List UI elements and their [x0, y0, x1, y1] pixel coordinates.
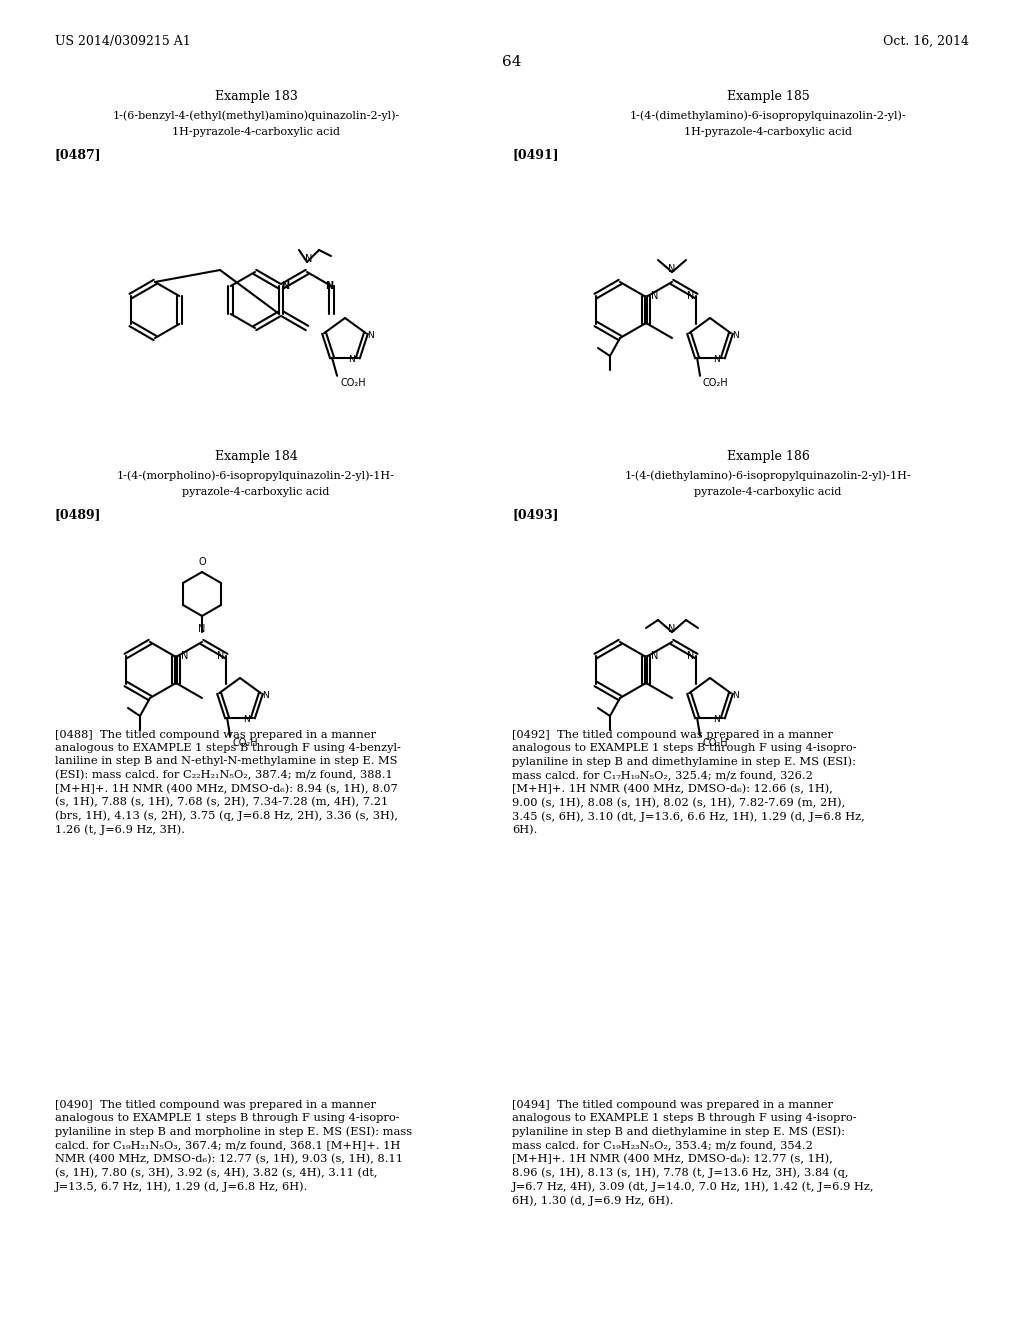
Text: N: N [262, 690, 268, 700]
Text: N: N [687, 290, 694, 301]
Text: 1H-pyrazole-4-carboxylic acid: 1H-pyrazole-4-carboxylic acid [172, 127, 340, 137]
Text: [0491]: [0491] [512, 148, 559, 161]
Text: 1H-pyrazole-4-carboxylic acid: 1H-pyrazole-4-carboxylic acid [684, 127, 852, 137]
Text: [0488]  The titled compound was prepared in a manner
analogous to EXAMPLE 1 step: [0488] The titled compound was prepared … [55, 730, 400, 836]
Text: [0490]  The titled compound was prepared in a manner
analogous to EXAMPLE 1 step: [0490] The titled compound was prepared … [55, 1100, 412, 1192]
Text: 1-(4-(morpholino)-6-isopropylquinazolin-2-yl)-1H-: 1-(4-(morpholino)-6-isopropylquinazolin-… [117, 470, 395, 480]
Text: CO₂H: CO₂H [340, 378, 366, 388]
Text: pyrazole-4-carboxylic acid: pyrazole-4-carboxylic acid [694, 487, 842, 498]
Text: O: O [199, 557, 206, 568]
Text: CO₂H: CO₂H [232, 738, 258, 748]
Text: N: N [732, 331, 738, 339]
Text: 1-(4-(dimethylamino)-6-isopropylquinazolin-2-yl)-: 1-(4-(dimethylamino)-6-isopropylquinazol… [630, 110, 906, 120]
Text: N: N [732, 690, 738, 700]
Text: N: N [243, 715, 250, 725]
Text: N: N [199, 624, 206, 634]
Text: [0489]: [0489] [55, 508, 101, 521]
Text: Example 183: Example 183 [215, 90, 297, 103]
Text: pyrazole-4-carboxylic acid: pyrazole-4-carboxylic acid [182, 487, 330, 498]
Text: N: N [650, 290, 658, 301]
Text: 1-(6-benzyl-4-(ethyl(methyl)amino)quinazolin-2-yl)-: 1-(6-benzyl-4-(ethyl(methyl)amino)quinaz… [113, 110, 399, 120]
Text: 1-(4-(diethylamino)-6-isopropylquinazolin-2-yl)-1H-: 1-(4-(diethylamino)-6-isopropylquinazoli… [625, 470, 911, 480]
Text: CO₂H: CO₂H [702, 738, 728, 748]
Text: [0493]: [0493] [512, 508, 558, 521]
Text: N: N [181, 651, 188, 661]
Text: Example 185: Example 185 [727, 90, 809, 103]
Text: N: N [217, 651, 224, 661]
Text: N: N [687, 651, 694, 661]
Text: N: N [669, 264, 676, 275]
Text: Example 186: Example 186 [727, 450, 809, 463]
Text: N: N [326, 281, 333, 290]
Text: [0492]  The titled compound was prepared in a manner
analogous to EXAMPLE 1 step: [0492] The titled compound was prepared … [512, 730, 864, 836]
Text: N: N [713, 715, 720, 725]
Text: N: N [367, 331, 374, 339]
Text: N: N [348, 355, 355, 364]
Text: 64: 64 [502, 55, 522, 69]
Text: N: N [281, 281, 289, 290]
Text: US 2014/0309215 A1: US 2014/0309215 A1 [55, 36, 190, 48]
Text: [0487]: [0487] [55, 148, 101, 161]
Text: N: N [669, 624, 676, 634]
Text: N: N [305, 253, 312, 264]
Text: Oct. 16, 2014: Oct. 16, 2014 [883, 36, 969, 48]
Text: Example 184: Example 184 [215, 450, 297, 463]
Text: [0494]  The titled compound was prepared in a manner
analogous to EXAMPLE 1 step: [0494] The titled compound was prepared … [512, 1100, 874, 1206]
Text: N: N [650, 651, 658, 661]
Text: CO₂H: CO₂H [702, 378, 728, 388]
Text: N: N [713, 355, 720, 364]
